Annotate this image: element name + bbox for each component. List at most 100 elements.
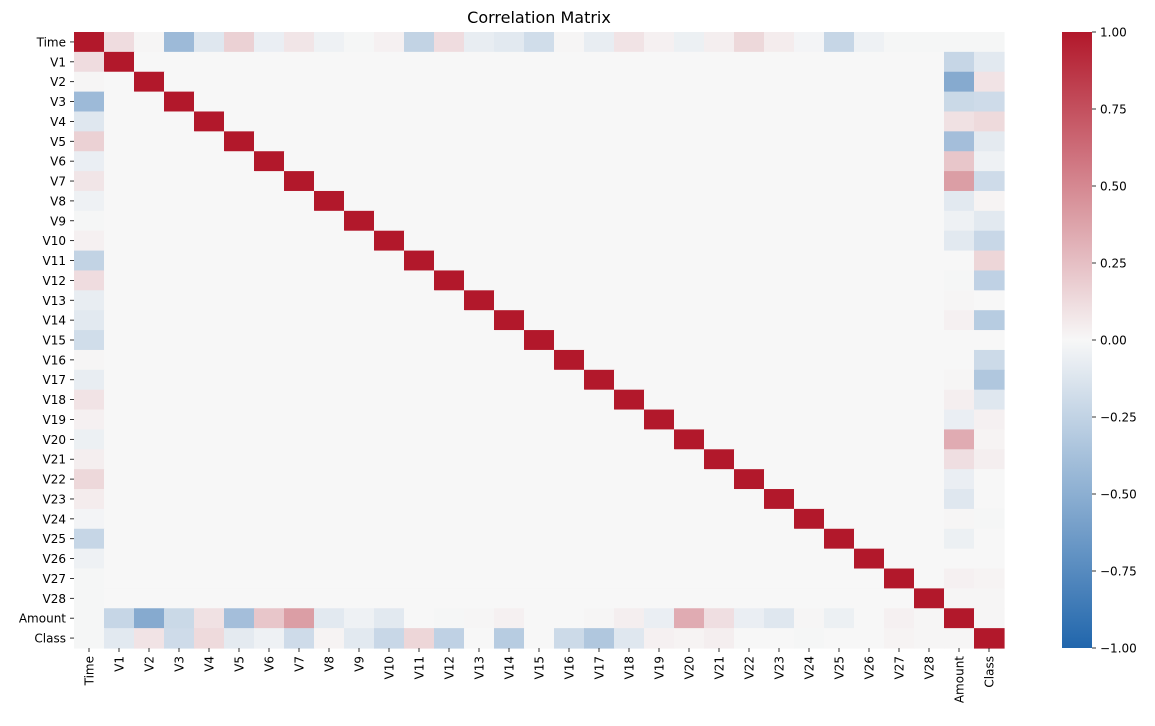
heatmap-cell xyxy=(464,528,495,550)
colorbar-tick-label: 0.50 xyxy=(1100,180,1127,194)
heatmap-cell xyxy=(224,588,255,609)
heatmap-cell xyxy=(584,32,615,53)
heatmap-cell xyxy=(644,111,675,132)
heatmap-cell xyxy=(794,290,825,311)
heatmap-cell xyxy=(944,190,975,212)
heatmap-cell xyxy=(614,429,645,450)
heatmap-cell xyxy=(914,568,945,589)
heatmap-cell xyxy=(194,71,225,93)
heatmap-cell xyxy=(104,290,135,311)
heatmap-cell xyxy=(554,131,585,152)
heatmap-cell xyxy=(224,230,255,252)
heatmap-cell xyxy=(704,171,735,192)
x-tick-label: V19 xyxy=(653,656,667,679)
y-tick-label: V16 xyxy=(43,353,66,367)
heatmap-cell xyxy=(734,111,765,132)
heatmap-cell xyxy=(524,171,555,192)
heatmap-cell xyxy=(194,628,225,649)
heatmap-cell xyxy=(824,330,855,351)
heatmap-cell xyxy=(74,449,105,470)
heatmap-cell xyxy=(74,250,105,272)
heatmap-cell xyxy=(404,310,435,331)
heatmap-cell xyxy=(464,131,495,152)
heatmap-cell xyxy=(794,270,825,291)
heatmap-cell xyxy=(434,469,465,490)
heatmap-cell xyxy=(194,111,225,132)
heatmap-cell xyxy=(914,51,945,73)
heatmap-cell xyxy=(134,230,165,252)
heatmap-cell xyxy=(74,310,105,331)
heatmap-cell xyxy=(134,588,165,609)
heatmap-cell xyxy=(674,409,705,431)
heatmap-cell xyxy=(194,548,225,570)
heatmap-cell xyxy=(524,290,555,311)
y-tick-label: V21 xyxy=(43,453,66,467)
heatmap-cell xyxy=(374,250,405,272)
heatmap-cell xyxy=(254,131,285,152)
x-tick-label: V14 xyxy=(503,656,517,679)
heatmap-cell xyxy=(254,369,285,391)
heatmap-cell xyxy=(194,469,225,490)
heatmap-cell xyxy=(494,310,525,331)
heatmap-cell xyxy=(74,51,105,73)
heatmap-cell xyxy=(854,389,885,411)
heatmap-cells xyxy=(74,32,1005,649)
heatmap-cell xyxy=(344,250,375,272)
heatmap-cell xyxy=(914,349,945,371)
heatmap-cell xyxy=(524,489,555,510)
y-tick-label: V28 xyxy=(43,592,66,606)
heatmap-cell xyxy=(404,489,435,510)
heatmap-cell xyxy=(164,270,195,291)
heatmap-cell xyxy=(134,349,165,371)
heatmap-cell xyxy=(674,349,705,371)
heatmap-cell xyxy=(824,409,855,431)
heatmap-cell xyxy=(944,171,975,192)
heatmap-cell xyxy=(74,429,105,450)
heatmap-cell xyxy=(284,568,315,589)
heatmap-cell xyxy=(224,449,255,470)
heatmap-cell xyxy=(164,389,195,411)
heatmap-cell xyxy=(914,71,945,93)
colorbar-tick-labels: 1.00 0.75 0.50 0.25 0.00 −0.25 −0.50 −0.75 −1.00 xyxy=(1092,26,1137,656)
heatmap-cell xyxy=(704,508,735,530)
heatmap-cell xyxy=(104,469,135,490)
heatmap-cell xyxy=(824,528,855,550)
heatmap-cell xyxy=(914,330,945,351)
heatmap-cell xyxy=(824,628,855,649)
y-tick-label: V8 xyxy=(50,194,66,208)
y-tick-label: V5 xyxy=(50,135,66,149)
heatmap-cell xyxy=(344,111,375,132)
heatmap-cell xyxy=(614,290,645,311)
heatmap-cell xyxy=(134,548,165,570)
heatmap-cell xyxy=(884,449,915,470)
heatmap-cell xyxy=(974,71,1005,93)
heatmap-cell xyxy=(944,270,975,291)
y-tick-label: V22 xyxy=(43,473,66,487)
heatmap-cell xyxy=(314,389,345,411)
heatmap-cell xyxy=(914,250,945,272)
heatmap-cell xyxy=(374,568,405,589)
heatmap-cell xyxy=(854,310,885,331)
heatmap-cell xyxy=(704,131,735,152)
heatmap-cell xyxy=(284,151,315,172)
heatmap-cell xyxy=(944,111,975,132)
heatmap-cell xyxy=(164,91,195,113)
heatmap-cell xyxy=(884,310,915,331)
heatmap-cell xyxy=(914,369,945,391)
heatmap-cell xyxy=(374,489,405,510)
heatmap-cell xyxy=(134,469,165,490)
y-tick-label: V13 xyxy=(43,294,66,308)
heatmap-cell xyxy=(884,608,915,629)
heatmap-cell xyxy=(374,349,405,371)
heatmap-cell xyxy=(614,389,645,411)
heatmap-cell xyxy=(284,270,315,291)
heatmap-cell xyxy=(284,190,315,212)
heatmap-cell xyxy=(764,310,795,331)
x-tick-label: Amount xyxy=(953,656,967,703)
heatmap-cell xyxy=(224,190,255,212)
heatmap-cell xyxy=(944,528,975,550)
heatmap-cell xyxy=(854,489,885,510)
heatmap-cell xyxy=(734,171,765,192)
x-tick-label: V13 xyxy=(473,656,487,679)
heatmap-cell xyxy=(824,171,855,192)
